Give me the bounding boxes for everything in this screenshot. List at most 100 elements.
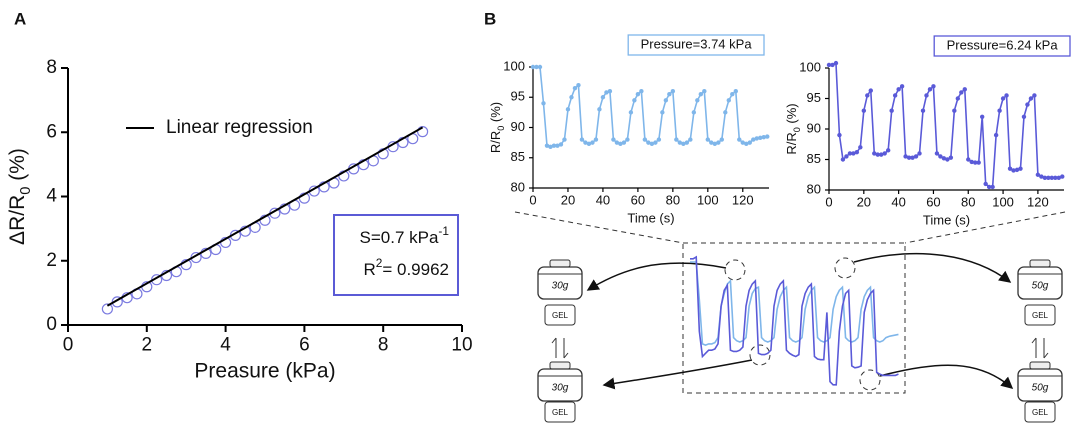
- gel-label: GEL: [1032, 311, 1049, 320]
- point: [684, 140, 690, 145]
- point: [646, 140, 651, 145]
- x-tick-label: 8: [378, 334, 389, 355]
- x-tick-label: 4: [220, 334, 231, 355]
- annotation-box: [333, 214, 459, 296]
- gel: [1024, 304, 1056, 326]
- x-tick-label: 60: [631, 193, 645, 208]
- y-axis-label: ΔR/R0 (%): [6, 148, 34, 245]
- highlight: [834, 257, 856, 279]
- x-tick-label: 10: [451, 334, 472, 355]
- point: [979, 114, 985, 120]
- point: [906, 155, 912, 160]
- point: [990, 184, 995, 190]
- point: [530, 64, 536, 70]
- annotation-text-part: -1: [438, 224, 449, 238]
- point: [562, 137, 567, 142]
- point: [833, 60, 839, 66]
- x-tick-label: 100: [697, 193, 719, 208]
- point: [586, 141, 592, 147]
- point: [1039, 174, 1044, 179]
- y-tick-label: 0: [46, 314, 57, 335]
- point: [660, 110, 665, 115]
- x-tick-label: 20: [561, 193, 575, 208]
- legend-label: Pressure=3.74 kPa: [641, 36, 753, 51]
- weight-label: 50g: [1032, 281, 1049, 292]
- y-tick-label: 2: [46, 250, 57, 271]
- y-axis-label-part: 0: [496, 126, 506, 131]
- weight-body: [537, 266, 583, 300]
- point: [931, 84, 936, 89]
- point: [945, 157, 950, 162]
- annotation-text-part: R: [363, 260, 375, 279]
- point: [688, 137, 693, 142]
- point: [920, 108, 926, 113]
- weight-body: [1017, 368, 1063, 402]
- gel: [544, 401, 576, 423]
- point: [417, 126, 429, 138]
- point: [948, 155, 954, 160]
- point: [885, 148, 891, 153]
- y-axis-label: R/R0 (%): [784, 103, 802, 154]
- y-axis-label-part: (%): [6, 148, 29, 187]
- point: [653, 140, 658, 145]
- weight-label: 50g: [1032, 383, 1049, 394]
- point: [537, 64, 543, 70]
- highlight: [749, 344, 771, 366]
- x-tick-label: 120: [1027, 195, 1049, 210]
- point: [541, 101, 546, 106]
- legend-label: Pressure=6.24 kPa: [947, 37, 1059, 52]
- point: [635, 92, 641, 97]
- point: [896, 87, 901, 92]
- point: [579, 137, 585, 142]
- point: [924, 93, 929, 98]
- point: [858, 145, 863, 150]
- point: [941, 156, 947, 161]
- y-tick-label: 100: [503, 58, 525, 73]
- weight-handle: [1029, 361, 1051, 370]
- x-tick-label: 60: [926, 195, 940, 210]
- x-axis-label: Time (s): [923, 213, 970, 228]
- weight-handle: [1029, 259, 1051, 268]
- y-axis-label-part: (%): [488, 102, 503, 126]
- series-line: [533, 66, 768, 148]
- point: [1060, 174, 1065, 179]
- point: [611, 137, 616, 142]
- y-tick-label: 80: [807, 181, 821, 196]
- point: [993, 132, 999, 138]
- point: [709, 140, 714, 145]
- point: [851, 151, 856, 156]
- point: [969, 159, 974, 165]
- point: [973, 160, 978, 165]
- point: [726, 98, 731, 103]
- annotation-text: R2= 0.9962: [363, 256, 449, 279]
- point: [840, 157, 846, 162]
- point: [997, 108, 1002, 113]
- point: [754, 136, 759, 141]
- point: [719, 137, 724, 142]
- point: [551, 143, 557, 148]
- arrow: [586, 262, 727, 291]
- y-axis-label-part: (%): [784, 103, 799, 127]
- weight-handle: [549, 361, 571, 370]
- point: [1046, 175, 1051, 180]
- annotation-text-part: S=0.7 kPa: [360, 228, 439, 247]
- weight-body: [537, 368, 583, 402]
- point: [1021, 114, 1027, 120]
- x-axis-label: Time (s): [627, 211, 674, 226]
- point: [730, 92, 735, 97]
- point: [618, 141, 623, 147]
- point: [959, 90, 964, 95]
- point: [758, 135, 763, 140]
- x-tick-label: 6: [299, 334, 310, 355]
- point: [625, 137, 630, 142]
- regression-line: [106, 126, 424, 307]
- point: [927, 87, 933, 92]
- point: [1014, 167, 1020, 173]
- point: [1004, 93, 1009, 98]
- point: [899, 84, 905, 89]
- point: [740, 140, 745, 145]
- point: [917, 151, 922, 156]
- point: [639, 89, 644, 94]
- point: [698, 92, 704, 97]
